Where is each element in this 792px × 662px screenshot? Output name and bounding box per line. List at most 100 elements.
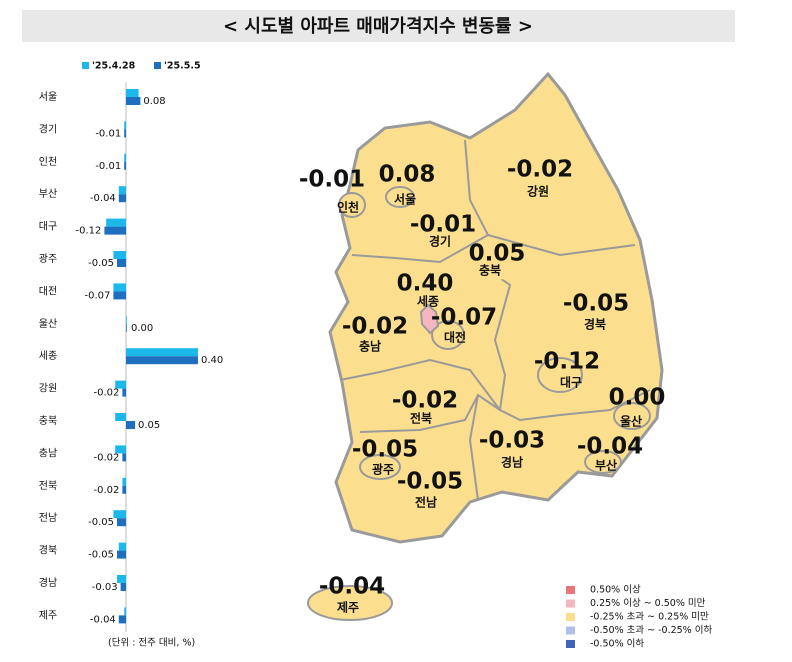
bar [122, 477, 126, 486]
y-tick-label: 세종 [39, 350, 57, 362]
map-legend-swatch [566, 626, 575, 635]
bar [126, 348, 198, 357]
map-name: 대구 [560, 376, 582, 390]
y-tick-label: 경기 [39, 122, 57, 135]
map-value: -0.02 [507, 157, 573, 183]
map-region [431, 320, 465, 350]
map-value: 0.08 [379, 162, 436, 188]
bar [122, 485, 126, 494]
map-borders [339, 139, 651, 501]
y-tick-label: 전북 [39, 480, 57, 492]
legend-label: '25.4.28 [92, 61, 136, 72]
data-label: -0.01 [95, 161, 121, 172]
bar [118, 194, 126, 203]
bar [115, 380, 126, 389]
legend-swatch [82, 62, 89, 69]
y-tick-label: 경북 [39, 544, 57, 557]
map-name: 제주 [337, 601, 359, 615]
data-label: -0.05 [88, 517, 114, 528]
map-region [359, 454, 401, 480]
y-tick-label: 충남 [39, 447, 57, 459]
map-value: -0.03 [479, 428, 545, 454]
bar [124, 161, 126, 170]
map-region [537, 357, 583, 393]
map-value: -0.02 [342, 314, 408, 340]
bar [126, 323, 127, 332]
legend-label: '25.5.5 [164, 61, 201, 72]
y-tick-label: 인천 [39, 156, 57, 168]
map-region [405, 480, 455, 510]
bar [126, 421, 135, 429]
data-label: 0.08 [143, 96, 165, 107]
bar [104, 226, 126, 235]
map-value: -0.05 [563, 291, 629, 317]
map-region [584, 450, 622, 474]
bar [126, 97, 141, 105]
map-name: 경북 [584, 318, 606, 332]
map-region [419, 303, 440, 335]
map-legend-label: -0.50% 초과 ~ -0.25% 이하 [590, 624, 712, 636]
map-region [470, 250, 520, 280]
data-label: 0.00 [131, 323, 153, 334]
map-value: -0.05 [397, 469, 463, 495]
y-tick-label: 울산 [39, 318, 57, 330]
map-legend-label: -0.25% 초과 ~ 0.25% 미만 [590, 612, 709, 623]
map-value: -0.01 [299, 167, 365, 193]
y-tick-label: 서울 [39, 91, 57, 103]
y-tick-label: 대구 [39, 221, 57, 233]
y-tick-label: 광주 [39, 253, 57, 265]
data-label: -0.05 [88, 550, 114, 561]
y-tick-label: 경남 [39, 576, 57, 589]
map-value: -0.07 [431, 305, 497, 331]
map-region [385, 186, 415, 208]
bar [118, 615, 126, 624]
bar [117, 550, 126, 559]
bar [113, 283, 126, 292]
map-name: 충남 [359, 339, 381, 354]
map-legend-label: 0.25% 이상 ~ 0.50% 미만 [590, 598, 706, 609]
map-legend-label: -0.50% 이하 [590, 638, 644, 650]
bar [115, 413, 126, 421]
data-label: -0.04 [90, 193, 116, 204]
y-tick-label: 대전 [39, 285, 57, 297]
map-region [307, 585, 393, 621]
data-label: -0.03 [92, 582, 118, 593]
bar [113, 251, 126, 259]
data-label: -0.12 [76, 226, 102, 237]
map-value: -0.04 [319, 574, 385, 600]
map-value: 0.05 [469, 241, 526, 267]
bar [124, 153, 126, 162]
map-value: -0.02 [392, 388, 458, 414]
map-region [487, 435, 537, 465]
map-name: 대전 [444, 330, 466, 345]
map-name: 인천 [337, 200, 359, 215]
y-tick-label: 제주 [39, 609, 57, 621]
bar [126, 89, 139, 97]
data-label: -0.07 [85, 290, 111, 301]
map-region [560, 285, 620, 335]
bar [113, 291, 126, 300]
bar [115, 445, 126, 454]
bar [113, 510, 126, 519]
map-name: 경기 [429, 234, 451, 249]
map-legend-swatch [566, 586, 575, 594]
y-tick-label: 전남 [39, 512, 57, 524]
data-label: -0.04 [90, 614, 116, 625]
map-name: 충북 [479, 263, 501, 278]
footnote: (단위 : 전주 대비, %) [108, 637, 195, 649]
data-label: -0.01 [95, 128, 121, 139]
map-region [400, 200, 460, 250]
map-region [350, 305, 400, 355]
bar [124, 129, 126, 138]
map-value: -0.12 [534, 349, 600, 375]
title: < 시도별 아파트 매매가격지수 변동률 > [223, 16, 533, 37]
bar [126, 356, 198, 365]
map-name: 경남 [501, 455, 523, 470]
y-tick-label: 부산 [39, 188, 57, 200]
map-name: 서울 [394, 192, 416, 207]
map-name: 울산 [620, 414, 642, 429]
bar [117, 575, 126, 583]
map-legend-label: 0.50% 이상 [590, 585, 641, 596]
map-value: 0.40 [397, 271, 454, 297]
